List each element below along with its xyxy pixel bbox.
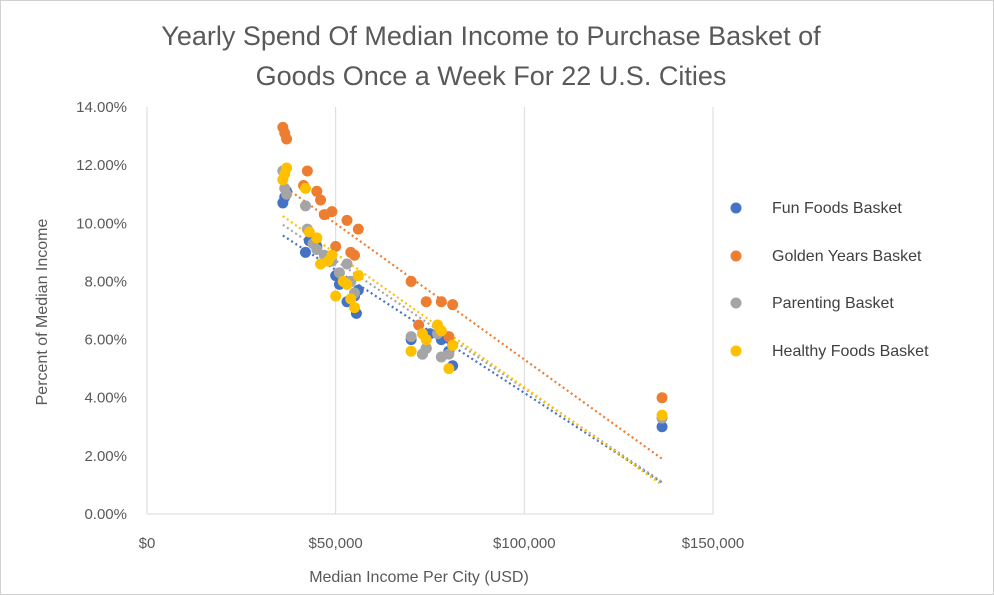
data-point [315,194,327,206]
data-point [333,267,345,279]
trendline-series-1 [282,184,663,460]
x-tick-label: $50,000 [309,535,363,552]
chart-title: Yearly Spend Of Median Income to Purchas… [161,21,821,91]
data-point [413,319,425,331]
data-point [311,185,323,197]
data-point [281,188,293,200]
trendline-series-2 [282,223,663,483]
data-point [656,409,668,421]
chart-title-line-2: Goods Once a Week For 22 U.S. Cities [256,61,727,91]
data-point [435,325,447,337]
legend-marker [730,345,742,357]
data-point [341,258,353,270]
data-point [341,278,353,290]
data-point [326,206,338,218]
legend-marker [730,297,742,309]
legend-marker [730,202,742,214]
data-point [330,241,342,253]
data-point [303,226,315,238]
legend-item-3: Healthy Foods Basket [730,343,929,360]
data-point [405,345,417,357]
data-point [301,165,313,177]
data-point [405,275,417,287]
data-point [447,339,459,351]
y-tick-label: 10.00% [76,215,127,232]
data-point [656,392,668,404]
y-axis-ticks: 0.00% 2.00% 4.00% 6.00% 8.00% 10.00% 12.00% 14.… [76,99,127,523]
trendlines [282,184,663,486]
data-point [405,331,417,343]
data-point [341,214,353,226]
data-point [281,133,293,145]
y-tick-label: 6.00% [84,332,127,349]
trendline-series-0 [282,234,663,484]
y-axis-label: Percent of Median Income [34,219,51,406]
data-point [330,290,342,302]
y-tick-label: 2.00% [84,448,127,465]
data-point [311,232,323,244]
data-point [281,162,293,174]
legend-item-0: Fun Foods Basket [730,200,902,217]
data-points [277,121,668,433]
series-3-points [277,162,668,421]
data-point [299,246,311,258]
data-point [299,182,311,194]
legend-item-2: Parenting Basket [730,295,894,312]
y-tick-label: 12.00% [76,157,127,174]
x-tick-label: $100,000 [493,535,556,552]
legend-label: Healthy Foods Basket [772,343,929,360]
data-point [443,331,455,343]
y-tick-label: 8.00% [84,273,127,290]
data-point [443,348,455,360]
legend-label: Parenting Basket [772,295,894,312]
trendline-series-3 [282,215,663,486]
data-point [311,243,323,255]
legend: Fun Foods Basket Golden Years Basket Paren… [730,200,929,360]
data-point [349,302,361,314]
data-point [326,249,338,261]
y-tick-label: 4.00% [84,390,127,407]
data-point [420,342,432,354]
data-point [447,299,459,311]
data-point [349,249,361,261]
data-point [443,363,455,375]
legend-marker [730,250,742,262]
data-point [435,296,447,308]
data-point [656,421,668,433]
data-point [352,270,364,282]
legend-label: Fun Foods Basket [772,200,902,217]
data-point [420,334,432,346]
data-point [299,200,311,212]
data-point [420,296,432,308]
legend-label: Golden Years Basket [772,248,922,265]
x-tick-label: $150,000 [682,535,745,552]
x-axis-ticks: $0 $50,000 $100,000 $150,000 [139,535,745,552]
data-point [345,293,357,305]
series-1-points [277,121,668,404]
x-axis-label: Median Income Per City (USD) [309,569,529,586]
y-tick-label: 14.00% [76,99,127,116]
chart-title-line-1: Yearly Spend Of Median Income to Purchas… [161,21,821,51]
y-tick-label: 0.00% [84,506,127,523]
data-point [352,223,364,235]
x-tick-label: $0 [139,535,156,552]
gridlines [146,107,714,515]
legend-item-1: Golden Years Basket [730,248,922,265]
